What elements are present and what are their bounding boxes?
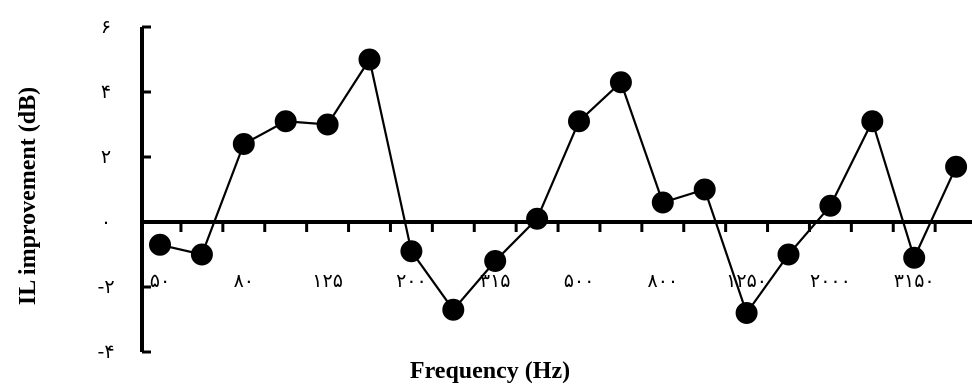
x-tick-label: ۸۰۰ (647, 270, 678, 292)
data-point (819, 194, 842, 217)
data-point (609, 71, 632, 94)
data-point (149, 233, 171, 256)
x-tick-label: ۲۰۰ (396, 270, 427, 292)
axes (140, 27, 972, 352)
data-point (568, 110, 590, 133)
y-tick-label: -۲ (97, 276, 114, 298)
data-point (484, 250, 507, 272)
data-point (693, 178, 716, 201)
x-ticks: ۵۰ ۸۰ ۱۲۵ ۲۰۰ ۳۱۵ ۵۰۰ ۸۰۰ ۱۲۵۰ ۲۰۰۰ ۳۱۵۰ (150, 222, 937, 292)
data-point (861, 110, 884, 133)
x-tick-label: ۵۰۰ (564, 270, 595, 292)
data-point (190, 243, 213, 266)
data-point (526, 207, 549, 230)
x-tick-label: ۲۰۰۰ (810, 270, 851, 292)
y-tick-label: ۴ (101, 81, 111, 103)
y-tick-label: ۶ (101, 16, 111, 38)
data-point (232, 133, 255, 155)
data-point (777, 243, 800, 266)
x-tick-label: ۱۲۵۰ (726, 270, 767, 292)
data-point (274, 110, 297, 133)
data-points (149, 48, 968, 324)
data-point (400, 240, 423, 263)
x-tick-label: ۸۰ (234, 270, 254, 292)
data-point (358, 48, 381, 71)
y-tick-label: ۰ (101, 211, 111, 233)
x-tick-label: ۱۲۵ (312, 270, 343, 292)
data-point (651, 191, 674, 214)
x-axis-title: Frequency (Hz) (410, 358, 570, 384)
data-point (903, 246, 926, 269)
data-point (442, 298, 465, 321)
data-point (945, 155, 968, 178)
x-tick-label: ۵۰ (150, 270, 170, 292)
y-tick-label: ۲ (101, 146, 111, 168)
y-axis-title: IL improvement (dB) (15, 87, 41, 305)
x-tick-label: ۳۱۵ (480, 270, 511, 292)
x-tick-label: ۳۱۵۰ (894, 270, 935, 292)
data-point (316, 113, 339, 136)
y-ticks: -۴ -۲ ۰ ۲ ۴ ۶ (97, 16, 151, 363)
y-tick-label: -۴ (97, 341, 114, 363)
data-point (735, 302, 758, 324)
